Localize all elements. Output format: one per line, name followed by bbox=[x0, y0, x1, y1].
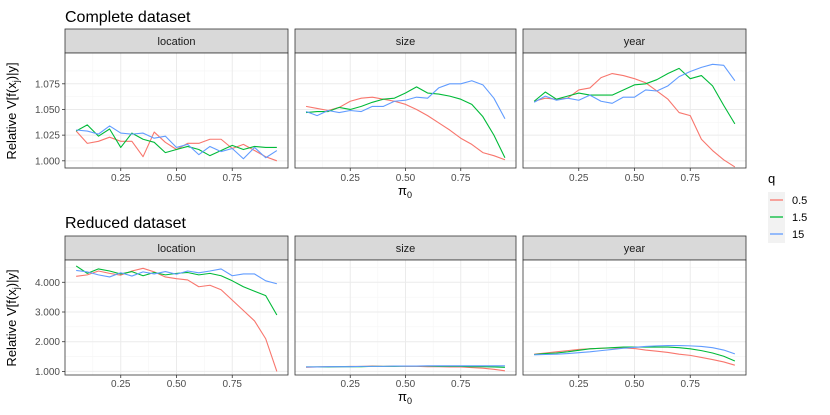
facet-strip bbox=[522, 28, 747, 54]
x-tick-label: 0.75 bbox=[223, 173, 243, 184]
series-line-q-1.5 bbox=[75, 124, 277, 157]
x-tick-label: 0.50 bbox=[625, 173, 645, 184]
facet-strip bbox=[64, 28, 289, 54]
y-tick-label: 1.000 bbox=[35, 367, 60, 378]
series-line-q-1.5 bbox=[75, 265, 278, 316]
legend-label: 0.5 bbox=[792, 195, 807, 207]
facet-strip-label: size bbox=[396, 243, 416, 255]
x-tick-label: 0.75 bbox=[451, 173, 471, 184]
facet-strip-label: year bbox=[624, 243, 646, 255]
y-axis-title: Relative V[f(xj)|y] bbox=[4, 269, 21, 366]
x-tick-label: 0.75 bbox=[681, 173, 701, 184]
y-tick-label: 1.025 bbox=[35, 131, 60, 142]
y-tick-label: 4.000 bbox=[35, 278, 60, 289]
x-tick-label: 0.50 bbox=[396, 173, 416, 184]
x-tick-label: 0.75 bbox=[223, 379, 243, 390]
x-tick-label: 0.50 bbox=[167, 173, 187, 184]
panel-size: size 0.25 0.50 0.75 bbox=[294, 28, 517, 184]
x-tick-label: 0.50 bbox=[396, 379, 416, 390]
panel-location: location 0.25 0.50 0.75 bbox=[64, 235, 289, 390]
x-tick-label: 0.25 bbox=[111, 173, 131, 184]
x-tick-label: 0.50 bbox=[167, 379, 187, 390]
series-line-q-15 bbox=[534, 345, 736, 356]
x-axis-title: π0 bbox=[398, 389, 412, 406]
x-tick-label: 0.25 bbox=[341, 173, 361, 184]
x-tick-label: 0.25 bbox=[111, 379, 131, 390]
chart-title: Reduced dataset bbox=[65, 215, 187, 232]
facet-strip bbox=[522, 235, 747, 261]
panel-year: year 0.25 0.50 0.75 bbox=[522, 28, 747, 184]
facet-strip-label: size bbox=[396, 36, 416, 48]
facet-strip bbox=[294, 235, 517, 261]
legend-label: 15 bbox=[792, 229, 804, 241]
legend-label: 1.5 bbox=[792, 212, 807, 224]
y-tick-label: 1.000 bbox=[35, 156, 60, 167]
y-tick-label: 1.075 bbox=[35, 79, 60, 90]
chart-reduced-dataset: Reduced dataset Relative V[f(xj)|y] π0 1.00… bbox=[4, 215, 747, 406]
x-tick-label: 0.75 bbox=[681, 379, 701, 390]
legend: q 0.5 1.5 15 bbox=[768, 171, 807, 243]
y-tick-label: 2.000 bbox=[35, 337, 60, 348]
series-line-q-15 bbox=[533, 63, 736, 104]
series-line-q-0.5 bbox=[534, 347, 736, 366]
y-axis-title: Relative V[f(xj)|y] bbox=[4, 62, 21, 159]
x-tick-label: 0.50 bbox=[625, 379, 645, 390]
x-tick-label: 0.25 bbox=[341, 379, 361, 390]
panel-size: size 0.25 0.50 0.75 bbox=[294, 235, 517, 390]
series-line-q-1.5 bbox=[533, 67, 736, 125]
series-line-q-0.5 bbox=[76, 267, 278, 372]
x-axis-title: π0 bbox=[398, 183, 412, 200]
series-line-q-15 bbox=[305, 80, 506, 119]
series-line-q-15 bbox=[306, 365, 505, 368]
facet-strip-label: location bbox=[158, 36, 196, 48]
y-tick-label: 1.050 bbox=[35, 105, 60, 116]
chart-title: Complete dataset bbox=[65, 9, 191, 26]
facet-strip-label: location bbox=[158, 243, 196, 255]
y-tick-label: 3.000 bbox=[35, 308, 60, 319]
series-line-q-1.5 bbox=[305, 86, 506, 158]
chart-complete-dataset: Complete dataset Relative V[f(xj)|y] π0 1.0… bbox=[4, 9, 747, 200]
x-tick-label: 0.25 bbox=[569, 379, 589, 390]
legend-title: q bbox=[768, 171, 775, 186]
panel-year: year 0.25 0.50 0.75 bbox=[522, 235, 747, 390]
x-tick-label: 0.75 bbox=[451, 379, 471, 390]
x-tick-label: 0.25 bbox=[569, 173, 589, 184]
series-line-q-15 bbox=[76, 268, 277, 285]
facet-strip bbox=[64, 235, 289, 261]
series-line-q-15 bbox=[76, 125, 278, 160]
panel-location: location 0.25 0.50 0.75 bbox=[64, 28, 289, 184]
facet-strip-label: year bbox=[624, 36, 646, 48]
